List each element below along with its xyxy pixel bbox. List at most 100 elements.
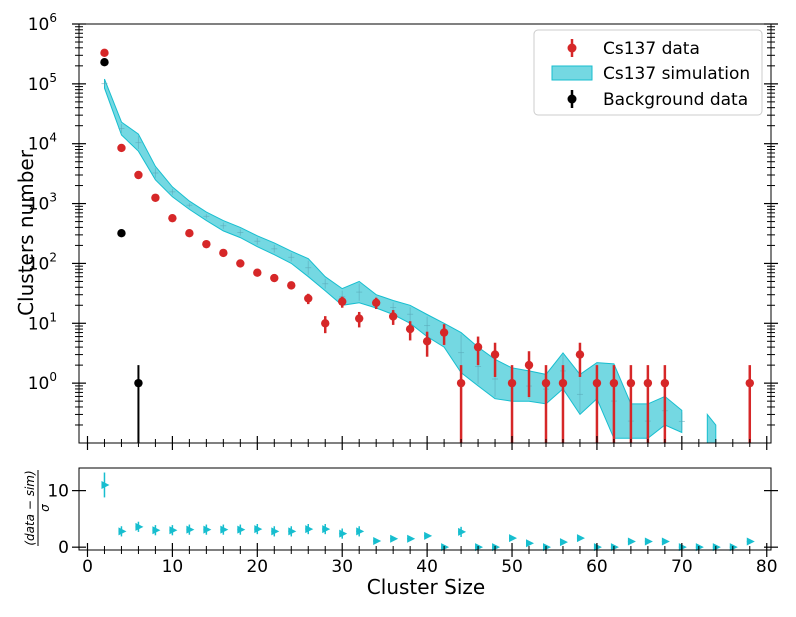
y-tick-label: 103	[28, 191, 57, 215]
cs137-data-point	[151, 193, 160, 202]
y-axis-label-top: Clusters number	[14, 149, 38, 316]
residual-point	[475, 543, 484, 552]
legend-marker-background-data	[567, 94, 577, 104]
residual-point	[458, 527, 467, 536]
cs137-data-point	[100, 48, 109, 58]
residual-point	[152, 526, 161, 535]
residual-point	[271, 527, 280, 536]
residual-point	[220, 525, 229, 534]
y-tick-label: 104	[28, 131, 57, 155]
residual-point	[237, 525, 246, 534]
y-axis-label-numerator: (data − sim)	[23, 470, 37, 545]
bottom-panel: 0 10 0 10 20 30 40 50 60 70 80	[47, 467, 778, 577]
residual-point	[186, 525, 195, 534]
residual-point	[101, 480, 110, 489]
residual-point	[203, 525, 212, 534]
cs137-data-point	[219, 248, 228, 258]
x-tick-label: 20	[246, 557, 268, 577]
legend-marker-cs137-data	[567, 43, 577, 53]
residual-point	[593, 543, 602, 552]
cs137-data-point	[422, 337, 432, 346]
cs137-data-point	[253, 268, 262, 277]
legend-swatch-cs137-simulation	[551, 65, 593, 81]
residual-point	[526, 539, 535, 548]
y-tick-label: 105	[28, 71, 57, 95]
legend-item-background-data: Background data	[567, 90, 748, 110]
x-tick-label: 70	[671, 557, 693, 577]
background-data-point	[100, 58, 109, 67]
residual-point	[746, 537, 755, 546]
cs137-data-point	[117, 143, 126, 153]
cs137-data-point	[321, 319, 330, 328]
bottom-plot-frame	[78, 467, 772, 551]
cs137-data-point	[626, 378, 636, 388]
cs137-data-point	[473, 342, 483, 352]
residual-point	[118, 527, 127, 536]
residual-point	[678, 543, 687, 552]
residual-point	[373, 536, 382, 545]
residual-point	[644, 537, 653, 546]
residual-point	[407, 534, 416, 543]
y-tick-label: 101	[28, 310, 57, 334]
cs137-data-point	[541, 378, 551, 388]
residual-point	[288, 527, 297, 536]
x-tick-label: 0	[82, 557, 93, 577]
residual-point	[576, 534, 585, 543]
cs137-data-point	[643, 378, 653, 388]
residual-point	[390, 534, 399, 543]
cs137-data-point	[575, 350, 585, 359]
y-tick-label: 106	[28, 11, 57, 35]
x-tick-label: 50	[501, 557, 523, 577]
x-tick-label: 10	[162, 557, 184, 577]
cs137-data-point	[371, 298, 381, 307]
residual-y-tick-label: 10	[47, 482, 69, 502]
residual-point	[712, 543, 721, 552]
y-axis-label-bottom: (data − sim) σ	[23, 470, 52, 546]
top-plot-frame	[78, 23, 772, 444]
residual-point	[305, 525, 314, 534]
cs137-data-point	[236, 259, 245, 268]
residual-point	[254, 525, 263, 534]
legend: Cs137 data Cs137 simulation Background d…	[533, 29, 763, 116]
x-tick-label: 30	[331, 557, 353, 577]
cs137-data-point	[558, 378, 568, 388]
residual-point	[509, 534, 518, 543]
cs137-data-point	[745, 378, 754, 388]
residual-point	[695, 543, 704, 552]
cs137-data-point	[185, 228, 194, 238]
y-tick-label: 100	[28, 370, 57, 394]
cs137-data-point	[507, 378, 517, 388]
residual-point	[729, 543, 738, 552]
residual-point	[339, 529, 348, 538]
x-tick-label: 40	[416, 557, 438, 577]
residual-point	[356, 527, 365, 536]
simulation-band-tail	[706, 412, 717, 444]
cs137-data-point	[660, 378, 670, 388]
residual-point	[661, 537, 670, 546]
cs137-data-point	[490, 350, 500, 359]
legend-label-cs137-data: Cs137 data	[603, 39, 700, 59]
x-tick-label: 60	[586, 557, 608, 577]
legend-box	[533, 29, 763, 116]
residual-point	[169, 526, 178, 535]
y-axis-label-denominator: σ	[38, 504, 52, 512]
legend-item-cs137-data: Cs137 data	[567, 39, 700, 59]
residual-point	[627, 537, 636, 546]
cs137-data-point	[354, 314, 364, 323]
x-tick-label: 80	[756, 557, 778, 577]
legend-label-cs137-simulation: Cs137 simulation	[603, 64, 750, 84]
residual-point	[559, 538, 568, 547]
cs137-data-point	[609, 378, 619, 388]
cs137-data-point	[202, 239, 211, 249]
cs137-data-point	[270, 273, 279, 283]
cs137-data-point	[405, 324, 415, 334]
simulation-band	[104, 78, 683, 439]
cs137-data-point	[134, 170, 143, 180]
residual-point	[135, 522, 144, 531]
cs137-data-point	[304, 294, 313, 303]
cs137-data-point	[439, 328, 449, 337]
residual-point	[322, 525, 331, 534]
cs137-data-point	[168, 213, 177, 223]
cs137-data-point	[388, 312, 398, 321]
